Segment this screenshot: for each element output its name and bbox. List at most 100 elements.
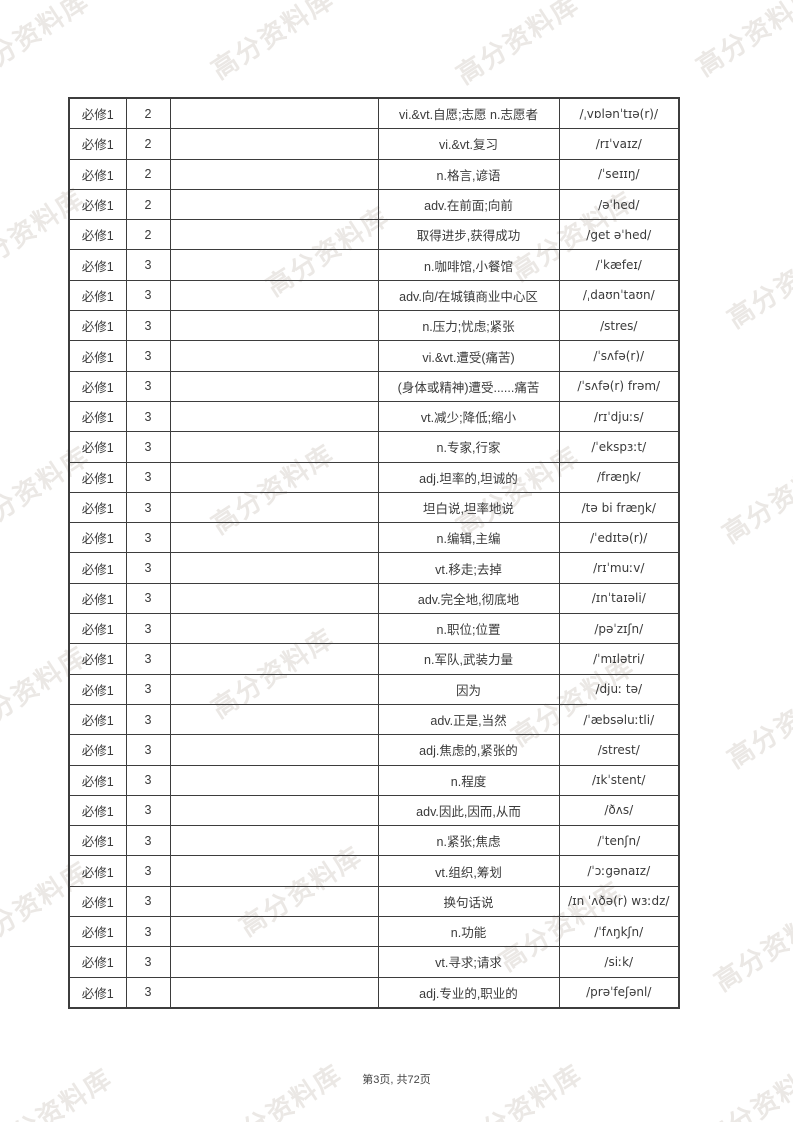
cell-unit: 3 xyxy=(125,249,171,281)
cell-word xyxy=(169,946,379,978)
cell-phonetic: /prəˈfeʃənl/ xyxy=(558,976,680,1009)
table-row: 必修1 3 坦白说,坦率地说/tə bi fræŋk/ xyxy=(68,491,680,524)
cell-word xyxy=(169,916,379,948)
cell-unit: 3 xyxy=(125,825,171,857)
cell-book: 必修1 xyxy=(68,431,127,463)
cell-book: 必修1 xyxy=(68,764,127,796)
watermark-text: 高分资料库 xyxy=(716,447,793,549)
cell-unit: 2 xyxy=(125,219,171,251)
table-row: 必修1 3 adj.焦虑的,紧张的/strest/ xyxy=(68,734,680,766)
cell-unit: 3 xyxy=(125,552,171,584)
cell-word xyxy=(169,643,379,675)
cell-phonetic: /ˈæbsəluːtli/ xyxy=(558,703,680,736)
cell-book: 必修1 xyxy=(68,916,127,948)
vocab-table-body: 必修1 2 vi.&vt.自愿;志愿 n.志愿者/ˌvɒlənˈtɪə(r)/必修1… xyxy=(68,97,680,1009)
table-row: 必修1 3 换句话说/ɪn ˈʌðə(r) wɜːdz/ xyxy=(68,885,680,918)
cell-phonetic: /ˈseɪɪŋ/ xyxy=(558,158,680,190)
cell-word xyxy=(169,158,379,190)
table-row: 必修1 3 adj.坦率的,坦诚的/fræŋk/ xyxy=(68,461,680,493)
cell-unit: 2 xyxy=(125,188,171,221)
cell-word xyxy=(169,734,379,766)
cell-book: 必修1 xyxy=(68,613,127,645)
watermark-text: 高分资料库 xyxy=(690,0,793,82)
watermark-text: 高分资料库 xyxy=(721,232,793,334)
table-row: 必修1 3 vt.组织,筹划/ˈɔːgənaɪz/ xyxy=(68,855,680,887)
cell-word xyxy=(169,613,379,645)
table-row: 必修1 2 n.格言,谚语/ˈseɪɪŋ/ xyxy=(68,158,680,190)
cell-book: 必修1 xyxy=(68,219,127,251)
watermark-text: 高分资料库 xyxy=(205,0,340,85)
cell-unit: 3 xyxy=(125,764,171,796)
watermark-text: 高分资料库 xyxy=(453,1058,588,1122)
table-row: 必修1 2 取得进步,获得成功/get əˈhed/ xyxy=(68,219,680,251)
cell-unit: 3 xyxy=(125,885,171,918)
cell-unit: 3 xyxy=(125,946,171,978)
cell-book: 必修1 xyxy=(68,703,127,736)
cell-unit: 3 xyxy=(125,673,171,705)
cell-book: 必修1 xyxy=(68,825,127,857)
cell-phonetic: /ˈfʌŋkʃn/ xyxy=(558,916,680,948)
cell-definition: adv.因此,因而,从而 xyxy=(377,794,560,827)
cell-word xyxy=(169,673,379,705)
table-row: 必修1 3 n.编辑,主编/ˈedɪtə(r)/ xyxy=(68,522,680,554)
cell-phonetic: /ˈsʌfə(r)/ xyxy=(558,340,680,372)
table-row: 必修1 2 adv.在前面;向前/əˈhed/ xyxy=(68,188,680,221)
cell-word xyxy=(169,976,379,1009)
cell-definition: adv.向/在城镇商业中心区 xyxy=(377,279,560,312)
cell-book: 必修1 xyxy=(68,522,127,554)
cell-definition: adj.专业的,职业的 xyxy=(377,976,560,1009)
watermark-text: 高分资料库 xyxy=(450,0,585,90)
table-row: 必修1 3 adv.因此,因而,从而/ðʌs/ xyxy=(68,794,680,827)
cell-unit: 2 xyxy=(125,128,171,160)
cell-definition: vt.移走;去掉 xyxy=(377,552,560,584)
cell-definition: adj.焦虑的,紧张的 xyxy=(377,734,560,766)
cell-word xyxy=(169,461,379,493)
cell-phonetic: /ˌvɒlənˈtɪə(r)/ xyxy=(558,97,680,130)
cell-phonetic: /djuː tə/ xyxy=(558,673,680,705)
cell-definition: n.程度 xyxy=(377,764,560,796)
cell-phonetic: /rɪˈdjuːs/ xyxy=(558,400,680,433)
cell-unit: 3 xyxy=(125,310,171,342)
cell-word xyxy=(169,249,379,281)
watermark-text: 高分资料库 xyxy=(708,895,793,997)
cell-word xyxy=(169,188,379,221)
cell-unit: 3 xyxy=(125,400,171,433)
watermark-text: 高分资料库 xyxy=(213,1058,348,1122)
cell-word xyxy=(169,310,379,342)
cell-definition: adv.完全地,彻底地 xyxy=(377,582,560,615)
cell-phonetic: /ˈtenʃn/ xyxy=(558,825,680,857)
cell-definition: 换句话说 xyxy=(377,885,560,918)
cell-definition: n.压力;忧虑;紧张 xyxy=(377,310,560,342)
cell-unit: 3 xyxy=(125,582,171,615)
cell-phonetic: /stres/ xyxy=(558,310,680,342)
cell-word xyxy=(169,855,379,887)
cell-unit: 3 xyxy=(125,613,171,645)
cell-phonetic: /rɪˈvaɪz/ xyxy=(558,128,680,160)
cell-unit: 3 xyxy=(125,643,171,675)
cell-book: 必修1 xyxy=(68,582,127,615)
cell-definition: 坦白说,坦率地说 xyxy=(377,491,560,524)
cell-word xyxy=(169,431,379,463)
cell-word xyxy=(169,703,379,736)
cell-word xyxy=(169,128,379,160)
cell-definition: n.编辑,主编 xyxy=(377,522,560,554)
cell-phonetic: /ˈsʌfə(r) frəm/ xyxy=(558,370,680,402)
cell-book: 必修1 xyxy=(68,158,127,190)
vocab-table: 必修1 2 vi.&vt.自愿;志愿 n.志愿者/ˌvɒlənˈtɪə(r)/必修1… xyxy=(68,97,680,1009)
table-row: 必修1 3 n.功能/ˈfʌŋkʃn/ xyxy=(68,916,680,948)
cell-unit: 3 xyxy=(125,370,171,402)
watermark-text: 高分资料库 xyxy=(0,1062,118,1122)
cell-unit: 3 xyxy=(125,734,171,766)
table-row: 必修1 3 vt.移走;去掉/rɪˈmuːv/ xyxy=(68,552,680,584)
cell-phonetic: /fræŋk/ xyxy=(558,461,680,493)
cell-phonetic: /pəˈzɪʃn/ xyxy=(558,613,680,645)
cell-phonetic: /ɪkˈstent/ xyxy=(558,764,680,796)
cell-word xyxy=(169,522,379,554)
cell-word xyxy=(169,491,379,524)
cell-word xyxy=(169,279,379,312)
cell-book: 必修1 xyxy=(68,855,127,887)
cell-book: 必修1 xyxy=(68,794,127,827)
table-row: 必修1 3 n.压力;忧虑;紧张/stres/ xyxy=(68,310,680,342)
cell-word xyxy=(169,370,379,402)
table-row: 必修1 3 因为/djuː tə/ xyxy=(68,673,680,705)
